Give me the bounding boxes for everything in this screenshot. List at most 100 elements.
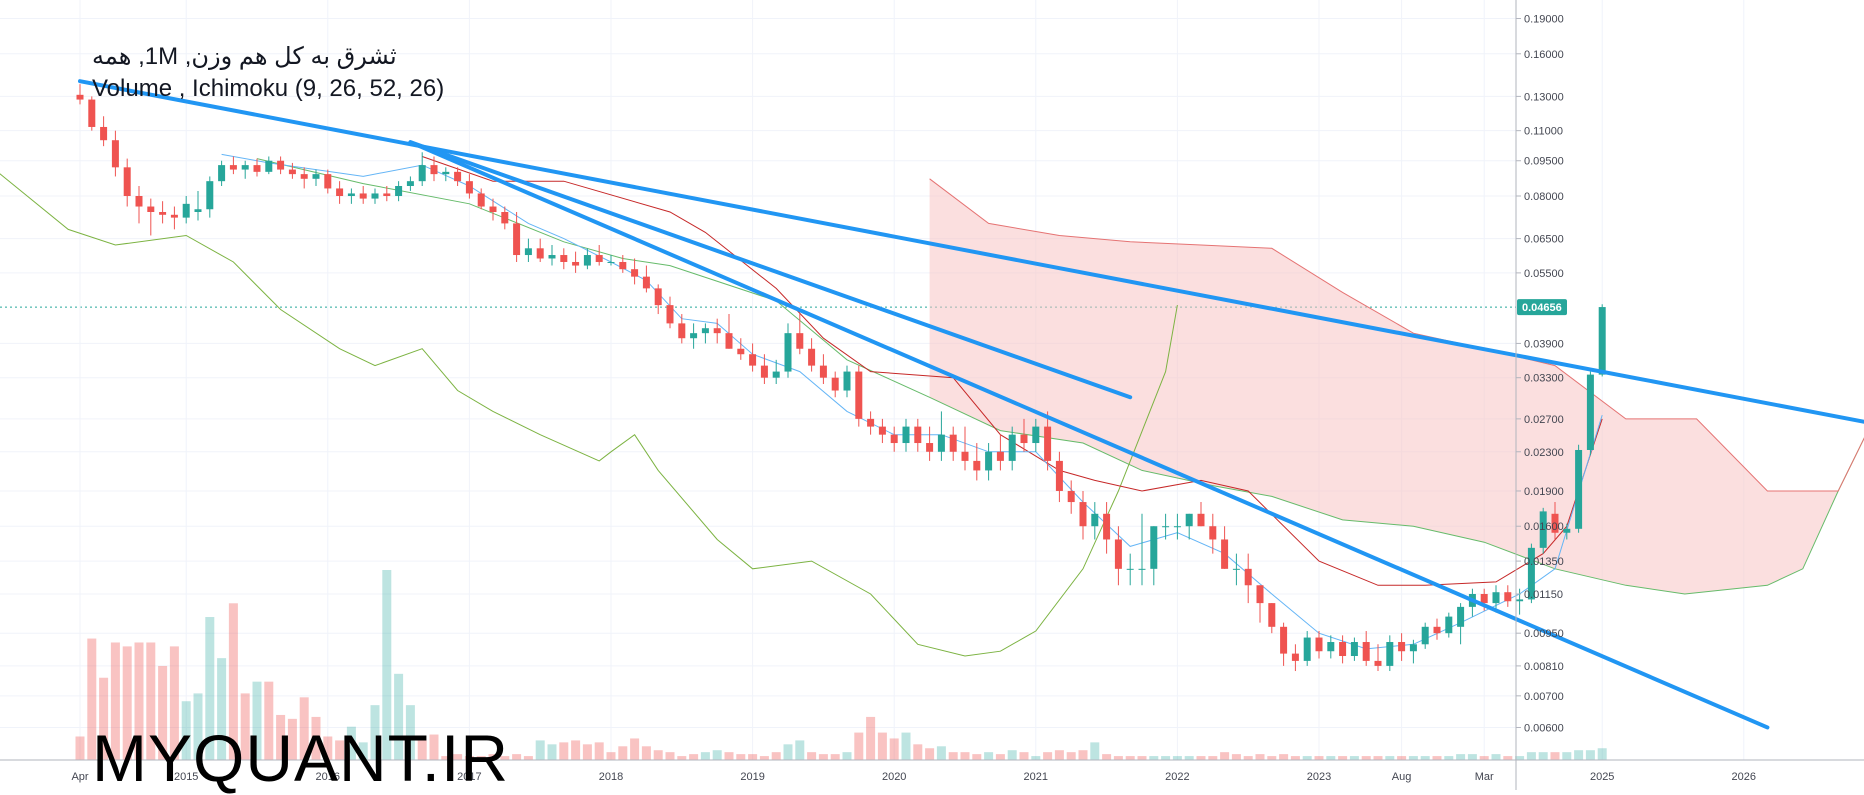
volume-bar — [1562, 752, 1572, 760]
candle-body — [1032, 426, 1040, 444]
candle-body — [147, 206, 155, 213]
candle-body — [1091, 513, 1099, 527]
volume-bar — [901, 732, 911, 760]
candle-body — [1044, 426, 1052, 461]
volume-bar — [995, 754, 1005, 760]
candle-body — [229, 165, 237, 170]
volume-bar — [1161, 756, 1171, 760]
volume-bar — [1019, 752, 1029, 760]
volume-bar — [99, 677, 109, 760]
indicators-title: Volume , Ichimoku (9, 26, 52, 26) — [92, 75, 445, 102]
volume-bar — [228, 603, 238, 760]
volume-bar — [1031, 756, 1041, 760]
candle-body — [595, 255, 603, 262]
candle-body — [1291, 653, 1299, 661]
candle-body — [135, 196, 143, 207]
candle-body — [678, 323, 686, 339]
y-tick-label: 0.00810 — [1524, 661, 1564, 673]
volume-bar — [276, 714, 286, 760]
volume-bar — [287, 718, 297, 760]
x-tick-label: 2025 — [1590, 771, 1614, 783]
volume-bar — [476, 756, 486, 760]
candle-body — [1362, 642, 1370, 661]
y-tick-label: 0.00700 — [1524, 691, 1564, 703]
last-price-label: 0.04656 — [1522, 302, 1562, 314]
volume-bar — [1054, 750, 1064, 760]
candle-body — [76, 94, 84, 100]
volume-bar — [830, 754, 840, 760]
x-tick-label: 2020 — [882, 771, 906, 783]
candle-body — [607, 261, 615, 263]
volume-bar — [75, 736, 85, 760]
y-tick-label: 0.01900 — [1524, 486, 1564, 498]
x-tick-label: 2022 — [1165, 771, 1189, 783]
volume-bar — [405, 705, 415, 760]
candle-body — [878, 426, 886, 435]
volume-bar — [736, 754, 746, 760]
candle-body — [666, 305, 674, 324]
candle-body — [1244, 568, 1252, 586]
candle-body — [1598, 307, 1606, 375]
candle-body — [1232, 568, 1240, 570]
volume-bar — [689, 754, 699, 760]
kijun-sen — [422, 156, 1603, 586]
y-tick-label: 0.11000 — [1524, 126, 1563, 138]
candle-body — [218, 165, 226, 182]
volume-bar — [205, 617, 215, 760]
volume-bar — [512, 754, 522, 760]
candle-body — [902, 426, 910, 444]
volume-bar — [724, 752, 734, 760]
candle-body — [1575, 449, 1583, 529]
trendlines[interactable] — [78, 79, 1864, 730]
candle-body — [1539, 511, 1547, 548]
candle-body — [1185, 513, 1193, 527]
volume-bar — [1526, 752, 1536, 760]
volume-bar — [1585, 750, 1595, 760]
volume-bar — [807, 752, 817, 760]
candle-body — [831, 377, 839, 391]
candle-body — [465, 181, 473, 194]
volume-bar — [335, 740, 345, 760]
candle-body — [1315, 637, 1323, 652]
volume-bar — [771, 752, 781, 760]
candle-body — [843, 371, 851, 391]
volume-bar — [1184, 756, 1194, 760]
volume-bar — [889, 738, 899, 760]
volume-bar — [417, 740, 427, 760]
candle-body — [1020, 434, 1028, 444]
candle-body — [100, 126, 108, 141]
volume-bar — [677, 756, 687, 760]
x-tick-label: 2016 — [316, 771, 340, 783]
candle-body — [206, 181, 214, 210]
candle-body — [1327, 642, 1335, 652]
candle-body — [560, 255, 568, 262]
volume-bar — [1125, 756, 1135, 760]
candle-body — [937, 434, 945, 452]
volume-bar — [1326, 756, 1336, 760]
volume-bar — [1491, 754, 1501, 760]
volume-bar — [1043, 752, 1053, 760]
volume-bar — [1066, 752, 1076, 760]
candle-body — [1103, 513, 1111, 540]
volume-bar — [984, 752, 994, 760]
candle-body — [808, 348, 816, 366]
candle-body — [241, 165, 249, 170]
candle-body — [890, 434, 898, 444]
volume-bar — [547, 744, 557, 760]
candle-body — [749, 354, 757, 366]
candle-body — [1398, 642, 1406, 652]
candle-body — [182, 203, 190, 218]
candle-body — [1433, 626, 1441, 634]
volume-bar — [913, 744, 923, 760]
candle-body — [336, 188, 344, 197]
candle-body — [1504, 592, 1512, 602]
x-tick-label: 2019 — [740, 771, 764, 783]
volume-bar — [264, 681, 274, 760]
y-tick-label: 0.01350 — [1524, 556, 1564, 568]
candle-body — [985, 451, 993, 471]
candle-body — [1516, 599, 1524, 602]
candle-body — [1409, 644, 1417, 652]
chikou-span — [0, 173, 1178, 657]
y-tick-label: 0.03300 — [1524, 373, 1564, 385]
